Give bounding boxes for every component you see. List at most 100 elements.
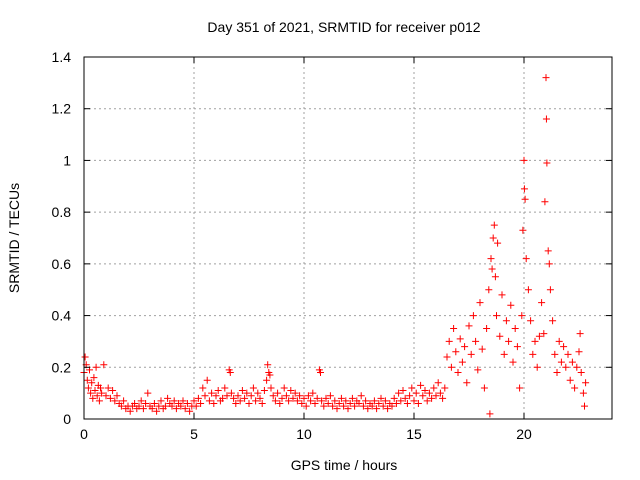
data-point: [223, 392, 231, 400]
data-point: [519, 226, 527, 234]
data-point: [480, 384, 488, 392]
data-point: [230, 394, 238, 402]
data-point: [208, 389, 216, 397]
data-point: [221, 384, 229, 392]
data-point: [493, 312, 500, 320]
data-point: [576, 330, 584, 338]
data-point: [254, 389, 262, 397]
data-point: [488, 265, 496, 273]
data-point: [351, 402, 359, 410]
data-point: [450, 325, 458, 332]
data-point: [544, 247, 552, 255]
data-point: [388, 402, 396, 410]
data-point: [287, 387, 295, 395]
data-point: [212, 392, 220, 400]
data-point: [430, 384, 438, 392]
data-point: [197, 399, 205, 407]
data-point: [183, 399, 191, 407]
data-point: [553, 368, 561, 376]
data-point: [359, 402, 367, 410]
data-point: [177, 402, 185, 410]
data-point: [562, 363, 570, 371]
data-point: [313, 394, 321, 402]
data-point: [241, 394, 249, 402]
data-point: [264, 361, 272, 369]
data-point: [269, 392, 277, 400]
data-point: [322, 394, 330, 402]
data-point: [496, 332, 504, 340]
data-point: [258, 399, 266, 407]
data-point: [566, 376, 574, 384]
data-point: [97, 384, 104, 392]
y-tick-label: 0.2: [52, 359, 72, 375]
data-point: [511, 325, 519, 332]
data-point: [340, 402, 348, 410]
data-point: [100, 361, 108, 369]
data-point: [192, 402, 200, 410]
data-point: [441, 384, 449, 392]
data-point: [498, 291, 506, 299]
data-point: [531, 337, 539, 345]
data-point: [289, 394, 297, 402]
data-point: [135, 402, 143, 410]
data-point: [227, 389, 235, 397]
axis-ticks: 0 5 10 15 20 0 0.2 0.4 0.6 0.8 1 1.2 1.4: [52, 49, 612, 442]
data-point: [271, 397, 279, 405]
data-point: [489, 234, 497, 242]
chart-title: Day 351 of 2021, SRMTID for receiver p01…: [207, 19, 480, 35]
data-point: [494, 239, 502, 247]
data-point: [575, 348, 583, 356]
data-point: [232, 399, 240, 407]
data-point: [131, 399, 139, 407]
data-point: [348, 394, 356, 402]
y-tick-label: 0.6: [52, 256, 72, 272]
data-point: [214, 387, 222, 395]
data-point: [199, 384, 207, 392]
y-tick-label: 1: [63, 152, 71, 168]
data-point: [368, 402, 376, 410]
data-point: [205, 397, 213, 405]
data-point: [266, 371, 274, 379]
data-point: [267, 384, 275, 392]
data-point: [443, 353, 451, 361]
data-point: [434, 379, 442, 387]
data-point: [476, 299, 484, 307]
data-point: [83, 376, 91, 384]
data-point: [535, 332, 543, 340]
data-point: [573, 363, 581, 371]
data-point: [293, 397, 301, 405]
data-point: [362, 397, 370, 405]
data-point: [513, 343, 521, 351]
data-point: [318, 397, 326, 405]
data-point: [564, 350, 572, 358]
data-point: [445, 337, 453, 345]
data-point: [529, 350, 537, 358]
data-point: [522, 255, 530, 263]
data-point: [403, 399, 411, 407]
data-point: [249, 384, 257, 392]
data-point: [142, 399, 150, 407]
grid-lines: [84, 57, 612, 419]
data-point: [502, 317, 510, 325]
data-point: [282, 392, 290, 400]
data-point: [461, 343, 469, 351]
data-point: [148, 405, 156, 413]
data-point: [186, 407, 194, 415]
data-points: [80, 74, 590, 418]
data-point: [520, 156, 528, 164]
data-point: [126, 407, 134, 415]
data-point: [298, 399, 306, 407]
data-point: [541, 198, 549, 206]
data-point: [568, 358, 576, 366]
data-point: [274, 389, 282, 397]
plot-frame: [83, 56, 613, 420]
data-point: [551, 350, 559, 358]
data-point: [226, 368, 234, 376]
data-point: [139, 405, 147, 413]
data-point: [577, 368, 585, 376]
data-point: [571, 384, 579, 392]
data-point: [397, 397, 405, 405]
data-point: [439, 394, 447, 402]
data-point: [456, 335, 464, 343]
data-point: [201, 392, 209, 400]
